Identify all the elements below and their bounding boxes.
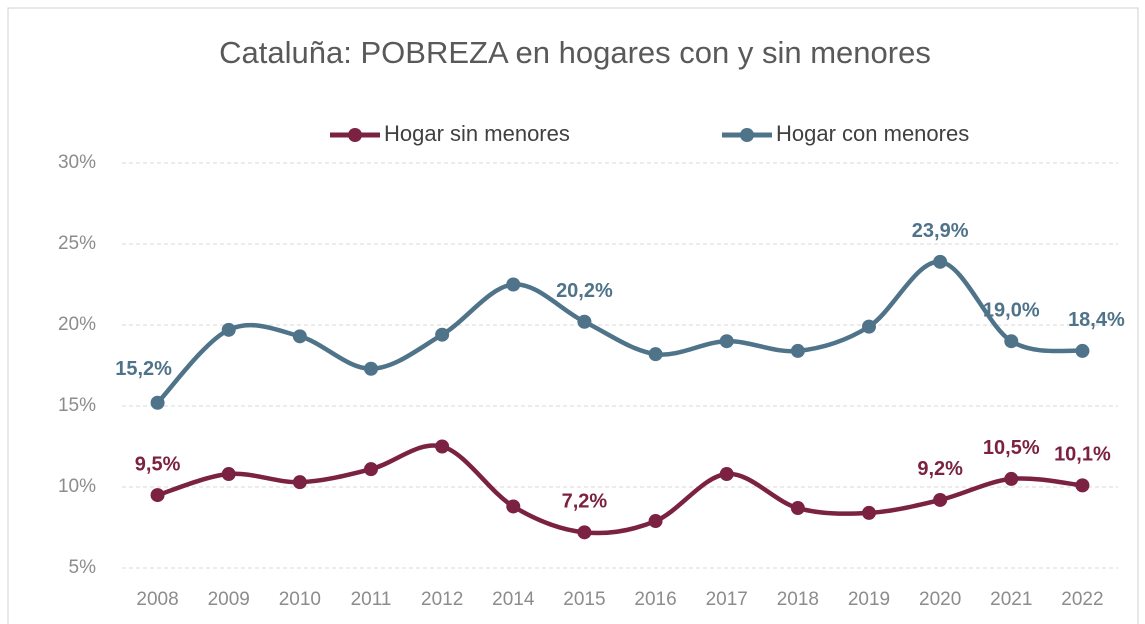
data-point [364, 462, 378, 477]
data-point [648, 514, 663, 529]
x-tick-label: 2012 [421, 589, 463, 610]
y-tick-label: 25% [58, 233, 96, 254]
data-point [648, 347, 663, 362]
x-tick-label: 2021 [990, 589, 1032, 610]
data-point [506, 499, 521, 514]
data-point [150, 488, 165, 503]
data-label: 9,5% [135, 453, 181, 475]
x-tick-label: 2016 [634, 589, 676, 610]
x-tick-label: 2022 [1061, 589, 1103, 610]
data-label: 9,2% [917, 458, 963, 480]
x-tick-label: 2011 [351, 589, 392, 610]
data-point [719, 334, 734, 349]
data-point [1004, 334, 1019, 349]
data-label: 20,2% [556, 280, 613, 302]
data-point [435, 439, 450, 454]
x-tick-label: 2020 [919, 589, 961, 610]
legend-marker [740, 128, 754, 142]
data-point [1004, 471, 1019, 486]
data-point [506, 277, 521, 292]
data-point [1075, 343, 1090, 358]
data-point [292, 475, 307, 490]
legend-label: Hogar sin menores [384, 121, 570, 146]
data-label: 7,2% [562, 491, 608, 513]
x-tick-label: 2010 [279, 589, 321, 610]
x-tick-label: 2014 [492, 589, 535, 610]
x-tick-label: 2019 [848, 589, 890, 610]
data-point [364, 361, 378, 376]
y-tick-label: 20% [58, 314, 96, 335]
data-label: 18,4% [1068, 309, 1125, 331]
data-point [790, 343, 805, 358]
chart-title: Cataluña: POBREZA en hogares con y sin m… [219, 35, 931, 70]
data-point [790, 501, 805, 516]
data-point [933, 492, 948, 507]
data-point [577, 314, 592, 329]
data-label: 10,5% [983, 437, 1040, 459]
data-point [221, 322, 236, 337]
x-tick-label: 2008 [136, 589, 178, 610]
data-label: 23,9% [912, 220, 969, 242]
data-point [1075, 478, 1090, 493]
data-label: 10,1% [1054, 444, 1111, 466]
data-point [150, 395, 165, 410]
data-point [933, 254, 948, 269]
x-tick-label: 2017 [706, 589, 748, 610]
x-tick-label: 2015 [563, 589, 605, 610]
legend-marker [348, 128, 362, 142]
series-line [156, 443, 1083, 536]
data-point [577, 525, 592, 540]
data-label: 19,0% [983, 299, 1040, 321]
x-tick-label: 2009 [208, 589, 250, 610]
data-point [221, 467, 236, 482]
legend-label: Hogar con menores [776, 121, 969, 146]
data-point [862, 505, 876, 520]
y-tick-label: 5% [69, 557, 97, 578]
y-tick-label: 10% [58, 476, 96, 497]
x-tick-label: 2018 [777, 589, 819, 610]
data-label: 15,2% [115, 358, 172, 380]
y-tick-label: 15% [58, 395, 96, 416]
data-point [435, 327, 450, 342]
data-point [719, 467, 734, 482]
y-tick-label: 30% [58, 152, 96, 173]
data-point [862, 319, 876, 334]
data-point [292, 329, 307, 344]
